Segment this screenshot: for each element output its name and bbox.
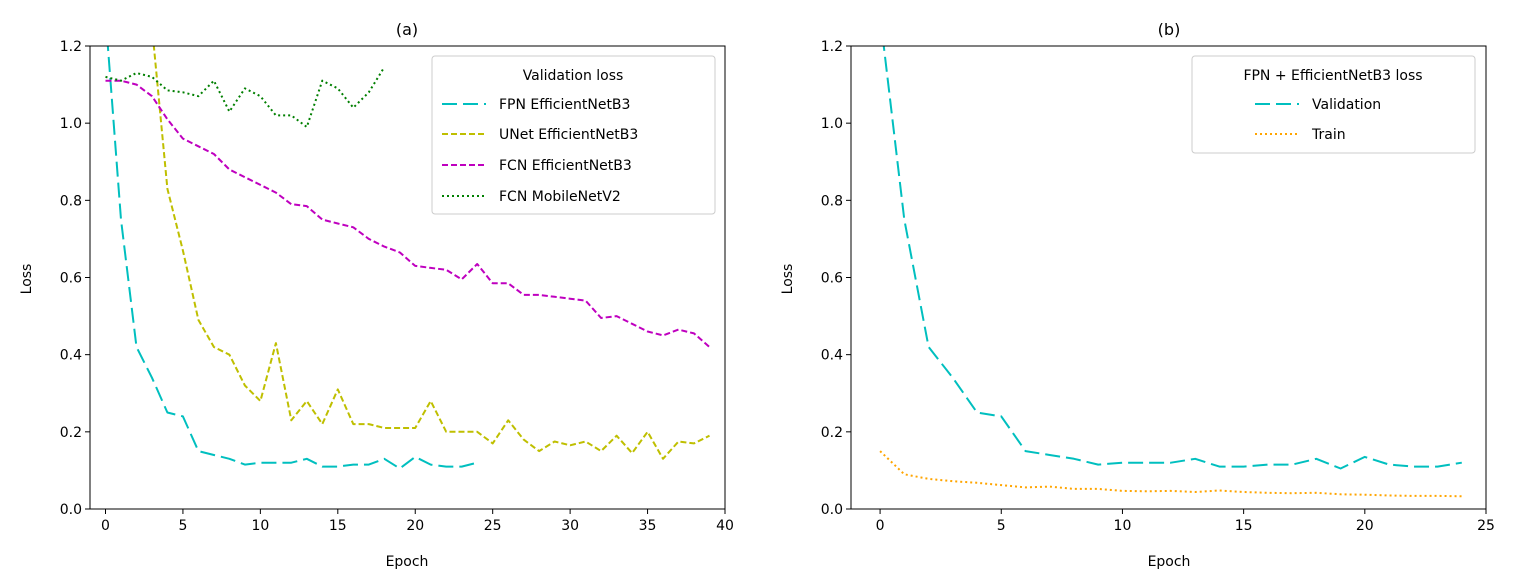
panel-a-y-tick-label: 0.2 xyxy=(60,425,82,441)
panel-b-y-tick-label: 0.6 xyxy=(821,271,843,287)
panel-b-plot-frame xyxy=(850,45,1487,510)
panel-b-x-tick-label: 0 xyxy=(876,518,885,534)
panel-a-series xyxy=(105,46,711,470)
panel-b-legend-label-validation: Validation xyxy=(1312,97,1381,113)
panel-b-legend-box xyxy=(1191,55,1476,154)
panel-b-y-tick-label: 1.2 xyxy=(821,39,843,55)
panel-b-x-tick-label: 20 xyxy=(1356,518,1374,534)
panel-a-series-fpn-efficientnetb3 xyxy=(106,46,478,470)
panel-b-y-tick-label: 0.0 xyxy=(821,502,843,518)
panel-b-x-ticks: 0 5 10 15 20 25 xyxy=(876,509,1495,534)
panel-b-legend-label-train: Train xyxy=(1311,127,1346,143)
panel-b-x-tick-label: 15 xyxy=(1235,518,1253,534)
panel-a-x-tick-label: 15 xyxy=(329,518,347,534)
panel-a-x-tick-label: 5 xyxy=(178,518,187,534)
panel-b-title: (b) xyxy=(1158,20,1181,39)
panel-b-series xyxy=(879,46,1462,498)
panel-a-legend-title: Validation loss xyxy=(523,68,624,84)
panel-a-y-tick-label: 1.2 xyxy=(60,39,82,55)
panel-a-legend-box xyxy=(431,55,716,215)
panel-b-legend-title: FPN + EfficientNetB3 loss xyxy=(1243,68,1422,84)
panel-a-series-fcn-mobilenetv2 xyxy=(105,66,386,128)
panel-a-x-tick-label: 30 xyxy=(561,518,579,534)
panel-b-series-train xyxy=(879,450,1462,498)
panel-a-x-tick-label: 35 xyxy=(639,518,657,534)
panel-b-x-tick-label: 10 xyxy=(1114,518,1132,534)
panel-b-x-axis-label: Epoch xyxy=(1148,554,1191,570)
panel-b-y-tick-label: 0.2 xyxy=(821,425,843,441)
panel-a-y-tick-label: 0.6 xyxy=(60,271,82,287)
panel-a-x-tick-label: 25 xyxy=(484,518,502,534)
panel-a-y-tick-label: 0.8 xyxy=(60,193,82,209)
panel-a-legend: Validation loss FPN EfficientNetB3 UNet … xyxy=(431,55,716,215)
panel-b-series-validation xyxy=(882,46,1462,470)
panel-b-y-ticks: 0.0 0.2 0.4 0.6 0.8 1.0 1.2 xyxy=(821,39,851,518)
panel-a-x-tick-label: 40 xyxy=(716,518,734,534)
panel-a-x-tick-label: 20 xyxy=(406,518,424,534)
panel-a-series-fcn-efficientnetb3 xyxy=(105,79,711,348)
panel-a-plot-frame xyxy=(89,45,726,510)
panel-a-y-axis-label: Loss xyxy=(19,264,35,295)
panel-b-y-tick-label: 1.0 xyxy=(821,116,843,132)
panel-b-x-tick-label: 25 xyxy=(1477,518,1495,534)
panel-a-x-axis-label: Epoch xyxy=(386,554,429,570)
panel-a-y-ticks: 0.0 0.2 0.4 0.6 0.8 1.0 1.2 xyxy=(60,39,90,518)
panel-a: (a) Epoch Loss 0 5 10 15 20 25 30 35 40 0.00.20.… xyxy=(19,20,734,570)
panel-b: (b) Epoch Loss 0 5 10 15 20 25 0.00.20.40.60.… xyxy=(780,20,1495,570)
panel-a-legend-label-fpn-efficientnetb3: FPN EfficientNetB3 xyxy=(499,97,630,113)
panel-b-x-tick-label: 5 xyxy=(997,518,1006,534)
panel-a-legend-label-unet-efficientnetb3: UNet EfficientNetB3 xyxy=(499,127,638,143)
panel-a-y-tick-label: 1.0 xyxy=(60,116,82,132)
panel-b-y-tick-label: 0.8 xyxy=(821,193,843,209)
panel-a-x-tick-label: 0 xyxy=(101,518,110,534)
panel-a-series-unet-efficientnetb3 xyxy=(152,46,710,460)
panel-a-legend-label-fcn-efficientnetb3: FCN EfficientNetB3 xyxy=(499,158,632,174)
panel-a-y-tick-label: 0.4 xyxy=(60,348,82,364)
panel-a-title: (a) xyxy=(396,20,418,39)
panel-a-x-ticks: 0 5 10 15 20 25 30 35 40 xyxy=(101,509,734,534)
panel-a-y-tick-label: 0.0 xyxy=(60,502,82,518)
panel-a-legend-label-fcn-mobilenetv2: FCN MobileNetV2 xyxy=(499,189,621,205)
panel-b-legend: FPN + EfficientNetB3 loss Validation Tra… xyxy=(1191,55,1476,154)
panel-b-y-axis-label: Loss xyxy=(780,264,796,295)
panel-b-y-tick-label: 0.4 xyxy=(821,348,843,364)
panel-a-x-tick-label: 10 xyxy=(251,518,269,534)
